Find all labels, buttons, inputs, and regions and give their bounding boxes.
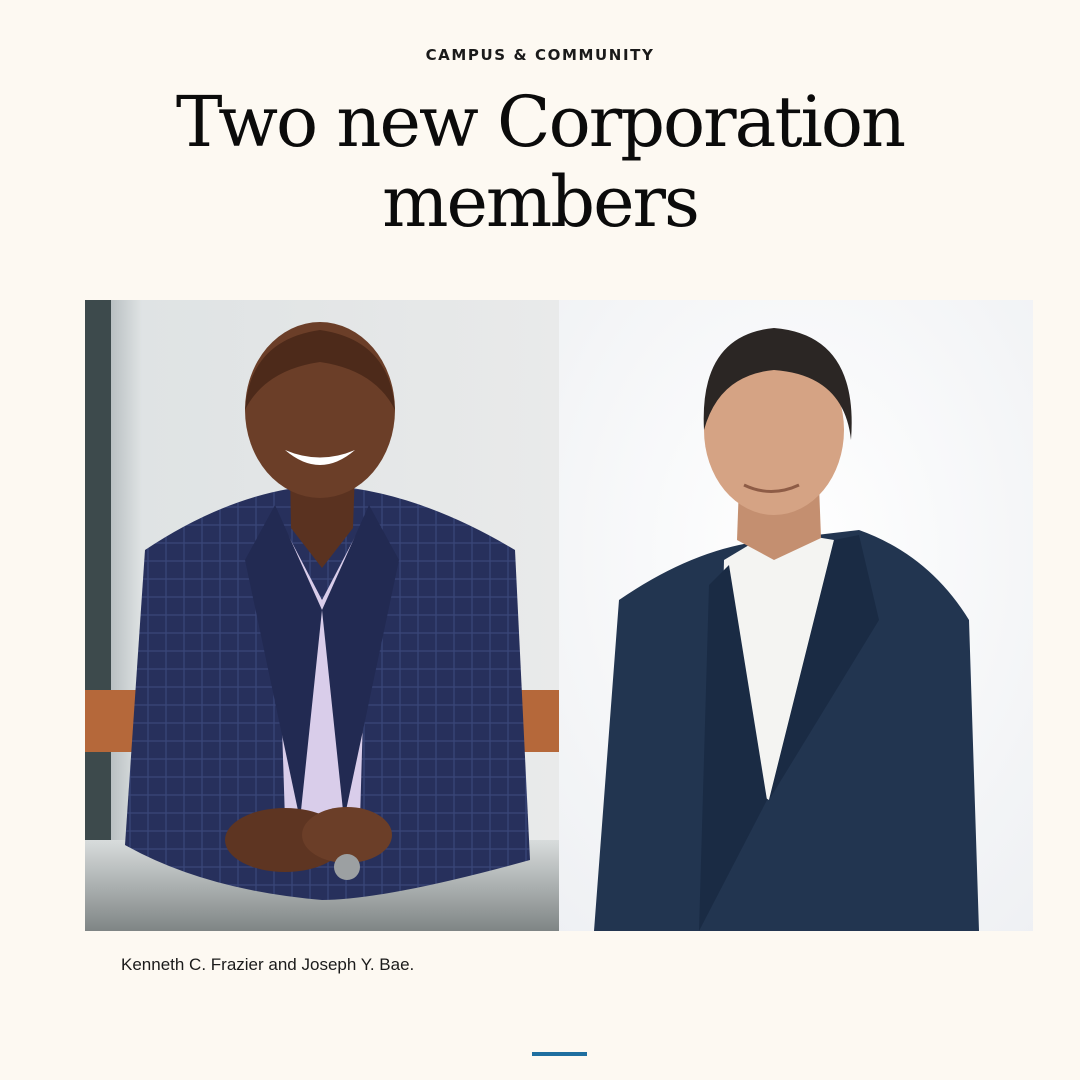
portrait-illustration-right xyxy=(559,300,1033,931)
accent-divider xyxy=(532,1052,587,1056)
article-headline: Two new Corporation members xyxy=(175,81,906,243)
portrait-photo-left xyxy=(85,300,559,931)
photo-pair xyxy=(85,300,1033,931)
portrait-illustration-left xyxy=(85,300,559,931)
photo-caption: Kenneth C. Frazier and Joseph Y. Bae. xyxy=(121,955,415,974)
category-label[interactable]: CAMPUS & COMMUNITY xyxy=(425,46,655,64)
portrait-photo-right xyxy=(559,300,1033,931)
